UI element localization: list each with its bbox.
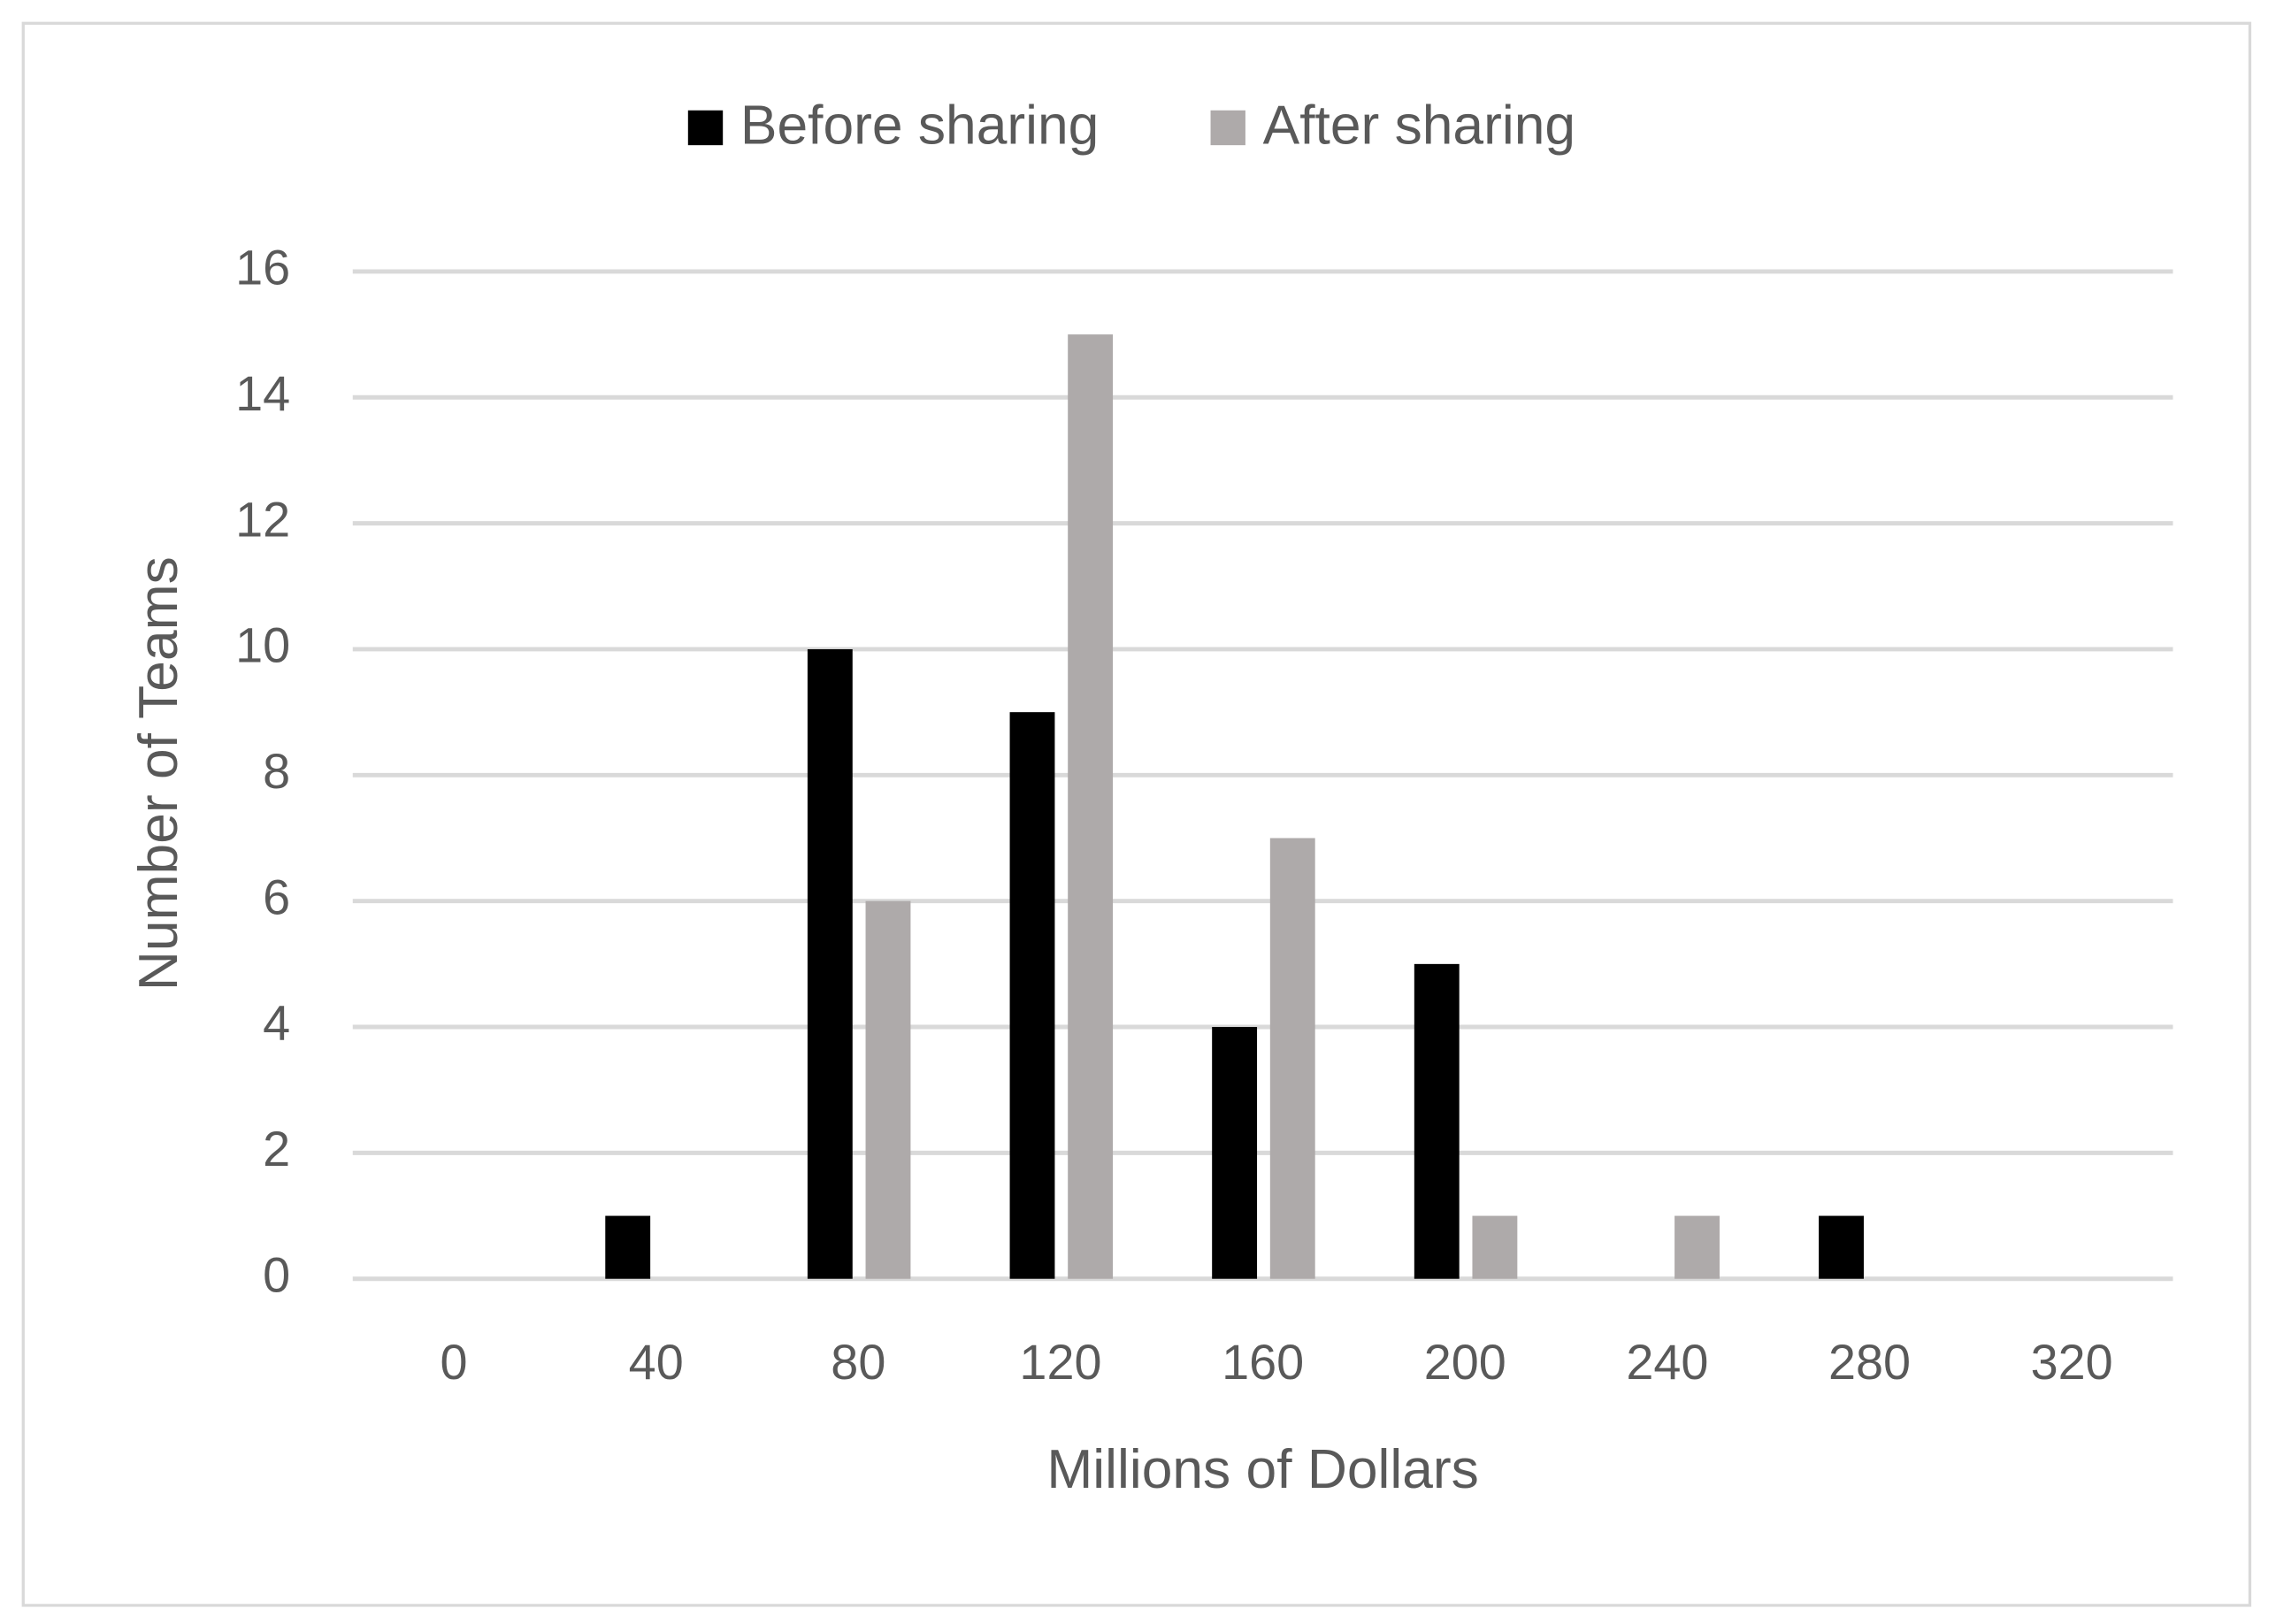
x-tick-label: 320 [2031, 1334, 2113, 1390]
legend-swatch [687, 110, 724, 146]
bar [865, 900, 911, 1279]
bar [1068, 334, 1114, 1279]
x-tick-label: 160 [1222, 1334, 1304, 1390]
bar [1009, 712, 1055, 1279]
y-tick-label: 16 [235, 240, 290, 295]
bar [605, 1215, 651, 1279]
bar [1472, 1215, 1518, 1279]
y-tick-label: 8 [263, 743, 290, 799]
bar [1674, 1215, 1720, 1279]
x-tick-label: 240 [1626, 1334, 1708, 1390]
x-tick-label: 280 [1828, 1334, 1911, 1390]
legend-label: After sharing [1263, 96, 1575, 157]
bar [1269, 838, 1315, 1279]
bar [1819, 1215, 1864, 1279]
y-axis-title: Number of Teams [128, 556, 189, 991]
x-tick-label: 120 [1019, 1334, 1101, 1390]
bar [807, 648, 853, 1279]
y-tick-label: 14 [235, 365, 290, 421]
x-axis-title: Millions of Dollars [1046, 1439, 1479, 1500]
legend-label: Before sharing [740, 96, 1099, 157]
chart-border [21, 21, 2252, 1607]
bar [1212, 1027, 1258, 1279]
x-tick-label: 80 [831, 1334, 885, 1390]
y-tick-label: 2 [263, 1121, 290, 1176]
y-tick-label: 10 [235, 617, 290, 673]
y-tick-label: 6 [263, 869, 290, 924]
y-tick-label: 12 [235, 491, 290, 547]
x-tick-label: 200 [1424, 1334, 1506, 1390]
bar [1414, 963, 1460, 1279]
legend-swatch [1210, 110, 1245, 146]
y-tick-label: 4 [263, 995, 290, 1051]
x-tick-label: 0 [441, 1334, 468, 1390]
y-tick-label: 0 [263, 1246, 290, 1302]
x-tick-label: 40 [629, 1334, 684, 1390]
